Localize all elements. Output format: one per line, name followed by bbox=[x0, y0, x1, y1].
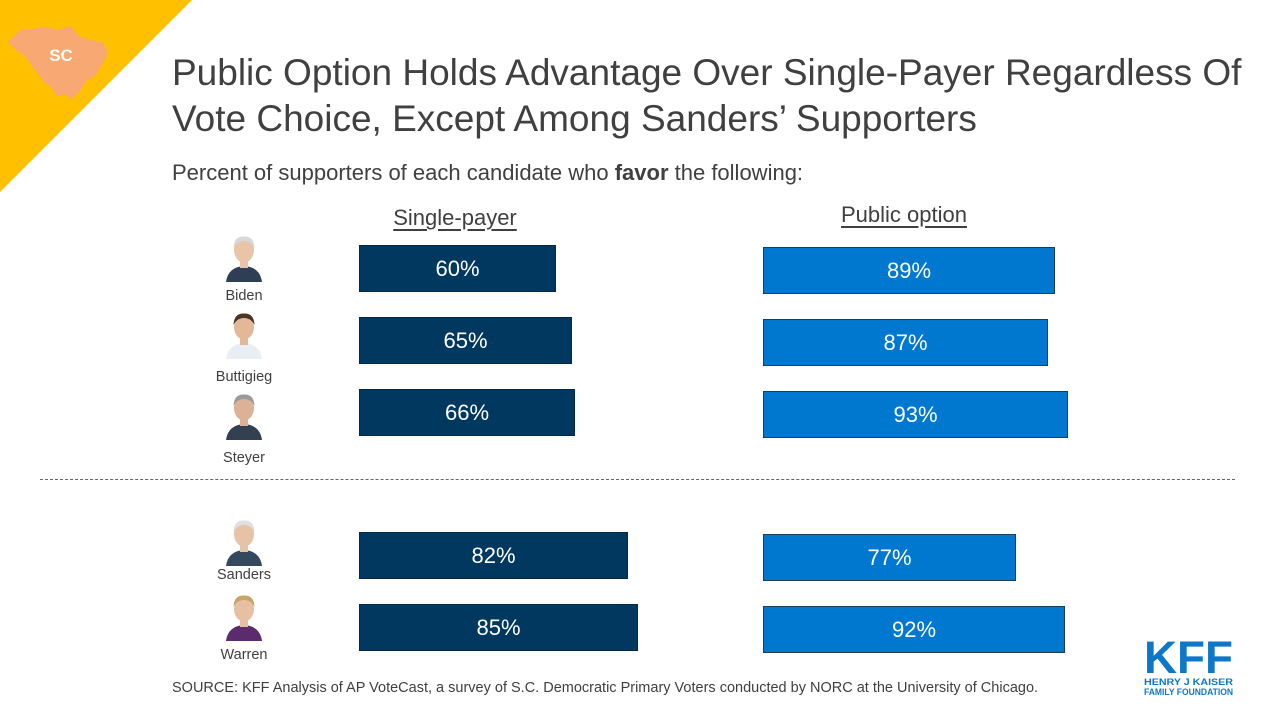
public-option-bar-buttigieg: 87% bbox=[763, 319, 1048, 366]
public-option-bar-biden: 89% bbox=[763, 247, 1055, 294]
public-option-header: Public option bbox=[841, 202, 967, 227]
subtitle-emphasis: favor bbox=[614, 160, 669, 185]
single-payer-label-biden: 60% bbox=[435, 255, 480, 281]
state-badge-label: SC bbox=[49, 46, 73, 65]
single-payer-bar-steyer: 66% bbox=[359, 389, 575, 436]
candidate-label-steyer: Steyer bbox=[223, 450, 265, 466]
single-payer-header: Single-payer bbox=[393, 205, 517, 230]
single-payer-label-steyer: 66% bbox=[444, 399, 490, 425]
portrait-warren bbox=[226, 595, 262, 641]
candidate-label-biden: Biden bbox=[225, 288, 263, 304]
chart-subtitle: Percent of supporters of each candidate … bbox=[172, 160, 804, 185]
kff-logo-main: KFF bbox=[1144, 636, 1233, 683]
group-divider bbox=[40, 479, 1235, 480]
chart-title: Public Option Holds Advantage Over Singl… bbox=[172, 52, 1242, 139]
public-option-label-warren: 92% bbox=[891, 616, 937, 642]
kff-logo-line2: FAMILY FOUNDATION bbox=[1144, 687, 1233, 697]
candidate-label-buttigieg: Buttigieg bbox=[215, 369, 273, 385]
corner-triangle bbox=[0, 0, 192, 192]
single-payer-bar-biden: 60% bbox=[359, 245, 556, 292]
single-payer-label-sanders: 82% bbox=[471, 542, 516, 568]
public-option-label-sanders: 77% bbox=[867, 544, 912, 570]
kff-logo: KFF HENRY J KAISER FAMILY FOUNDATION bbox=[1144, 636, 1234, 697]
source-note: SOURCE: KFF Analysis of AP VoteCast, a s… bbox=[172, 680, 1039, 696]
public-option-bar-steyer: 93% bbox=[763, 391, 1068, 438]
public-option-bar-warren: 92% bbox=[763, 606, 1065, 653]
kff-logo-line1: HENRY J KAISER bbox=[1144, 677, 1234, 687]
public-option-label-buttigieg: 87% bbox=[883, 329, 928, 355]
single-payer-bar-warren: 85% bbox=[359, 604, 638, 651]
single-payer-label-warren: 85% bbox=[476, 614, 521, 640]
portrait-buttigieg bbox=[226, 313, 262, 359]
candidate-label-sanders: Sanders bbox=[216, 567, 272, 583]
portrait-biden bbox=[226, 236, 262, 282]
public-option-bar-sanders: 77% bbox=[763, 534, 1016, 581]
public-option-label-biden: 89% bbox=[886, 257, 932, 283]
candidate-label-warren: Warren bbox=[220, 647, 268, 663]
public-option-label-steyer: 93% bbox=[893, 401, 938, 427]
portrait-steyer bbox=[226, 394, 262, 440]
portrait-sanders bbox=[226, 520, 262, 566]
state-badge: SC bbox=[0, 0, 192, 192]
single-payer-bar-buttigieg: 65% bbox=[359, 317, 572, 364]
single-payer-bar-sanders: 82% bbox=[359, 532, 628, 579]
single-payer-label-buttigieg: 65% bbox=[443, 327, 488, 353]
south-carolina-map-icon bbox=[8, 26, 108, 99]
